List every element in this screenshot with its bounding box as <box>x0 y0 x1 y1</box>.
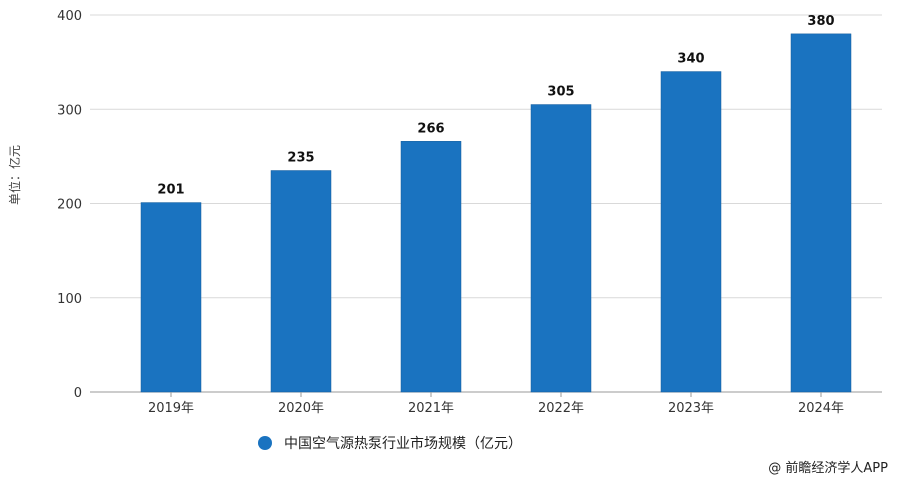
x-tick-label: 2024年 <box>798 401 844 416</box>
bar <box>790 33 852 393</box>
x-tick-label: 2023年 <box>668 401 714 416</box>
y-tick-label: 300 <box>57 103 82 118</box>
x-tick-label: 2020年 <box>278 401 324 416</box>
y-axis-label: 单位：亿元 <box>8 144 22 205</box>
data-label: 340 <box>677 52 704 67</box>
x-tick-label: 2021年 <box>408 401 454 416</box>
bar <box>270 170 332 393</box>
data-label: 305 <box>547 85 574 100</box>
y-tick-label: 100 <box>57 292 82 307</box>
bar <box>140 202 202 393</box>
source-credit: @ 前瞻经济学人APP <box>768 461 888 476</box>
y-tick-label: 200 <box>57 198 82 213</box>
legend: 中国空气源热泵行业市场规模（亿元） <box>258 433 522 453</box>
x-tick-label: 2022年 <box>538 401 584 416</box>
x-tick-label: 2019年 <box>148 401 194 416</box>
data-label: 380 <box>807 14 834 29</box>
data-label: 266 <box>417 121 444 136</box>
y-tick-label: 400 <box>57 9 82 24</box>
legend-swatch <box>258 436 272 450</box>
bar <box>530 104 592 393</box>
y-tick-label: 0 <box>74 386 82 401</box>
data-label: 201 <box>157 183 184 198</box>
bar <box>400 141 462 393</box>
legend-label: 中国空气源热泵行业市场规模（亿元） <box>284 436 522 452</box>
bar <box>660 71 722 393</box>
data-label: 235 <box>287 151 314 166</box>
